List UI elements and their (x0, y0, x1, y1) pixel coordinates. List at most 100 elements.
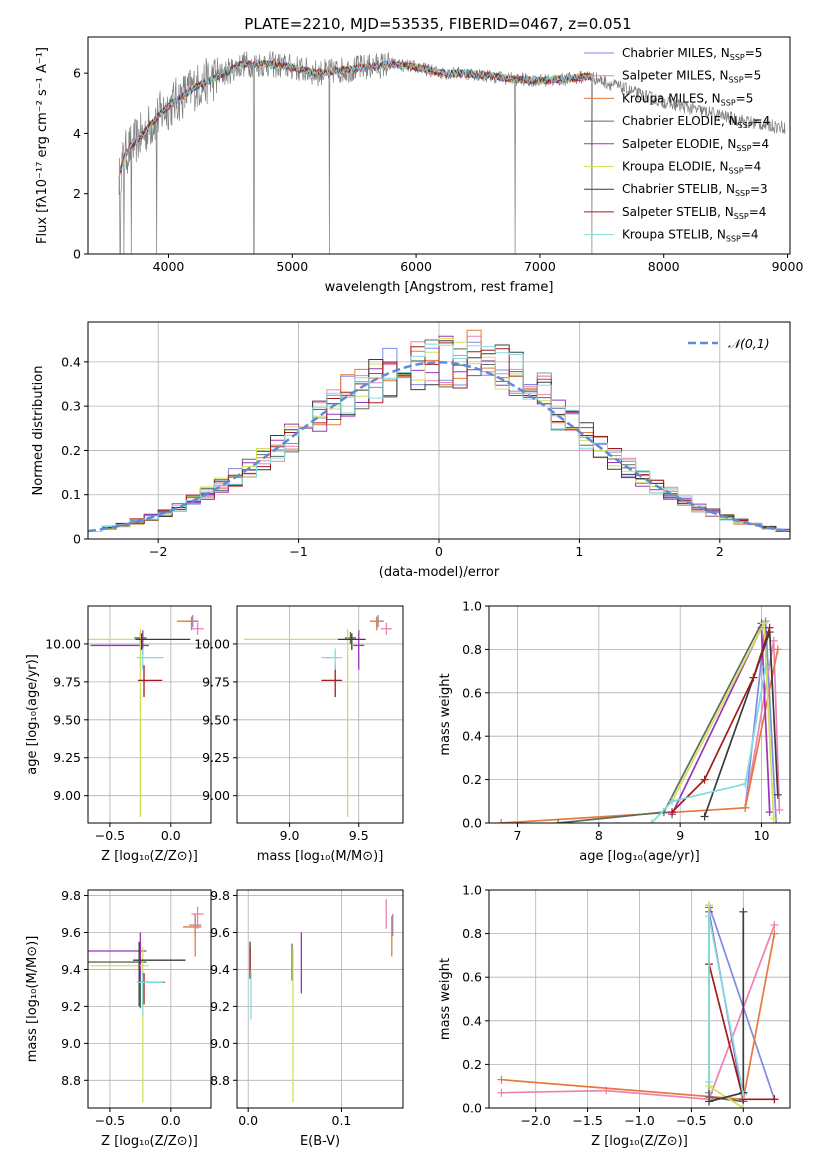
histogram-step-line (88, 342, 790, 532)
axes-frame (488, 605, 791, 824)
legend-value: =4 (749, 205, 767, 219)
x-tick-label: −0.5 (676, 1113, 706, 1128)
x-tick-label: 9.5 (349, 828, 369, 843)
y-tick-label: 9.50 (202, 712, 230, 727)
y-tick-label: 4 (73, 126, 81, 141)
plot-area (249, 899, 394, 1103)
mass-weight-marker (765, 808, 774, 817)
y-axis-label: mass weight (438, 673, 453, 755)
y-tick-label: 6 (73, 66, 81, 81)
legend-entry: Chabrier STELIB, NSSP=3 (622, 182, 768, 198)
x-tick-label: −0.5 (95, 1113, 125, 1128)
legend-value: =4 (741, 228, 759, 242)
y-tick-label: 9.8 (61, 888, 81, 903)
gridlines (88, 890, 211, 1108)
x-axis-label: (data-model)/error (379, 565, 500, 580)
y-tick-label: 9.6 (61, 925, 81, 940)
x-tick-label: −2.0 (521, 1113, 551, 1128)
plot-area (497, 901, 779, 1108)
mass-weight-marker (705, 1097, 714, 1106)
y-tick-label: 1.0 (462, 883, 482, 898)
x-tick-label: −1.5 (572, 1113, 602, 1128)
y-tick-label: 9.25 (202, 750, 230, 765)
x-axis-label: age [log₁₀(age/yr)] (579, 849, 700, 864)
x-tick-label: 9.0 (280, 828, 300, 843)
y-tick-label: 10.00 (194, 636, 230, 651)
x-tick-label: 8000 (648, 259, 680, 274)
mass-weight-marker (769, 636, 778, 645)
panel-age-vs-metallicity: −0.5 0.0 9.00 9.25 9.50 9.75 10.00 Z [log₁₀(Z/Z… (25, 605, 212, 864)
y-tick-label: 9.8 (210, 888, 230, 903)
y-tick-label: 0.1 (61, 487, 81, 502)
axes-frame (87, 36, 791, 255)
mass-weight-marker (770, 920, 779, 929)
plot-area (88, 615, 204, 817)
panel-mass-vs-metallicity: −0.5 0.0 8.8 9.0 9.2 9.4 9.6 9.8 Z [log₁₀(Z/Z⊙)]… (25, 888, 212, 1149)
mass-weight-marker (700, 812, 709, 821)
x-tick-label: 5000 (276, 259, 308, 274)
legend-value: =4 (753, 114, 771, 128)
x-tick-label: 0.0 (733, 1113, 753, 1128)
y-tick-label: 0.4 (462, 729, 482, 744)
y-tick-label: 8.8 (61, 1073, 81, 1088)
mass-weight-marker (497, 819, 506, 823)
y-axis-label: mass [log₁₀(M/M⊙)] (25, 936, 40, 1063)
plot-area (118, 51, 786, 254)
x-tick-label: 7000 (524, 259, 556, 274)
x-tick-label: −0.5 (95, 828, 125, 843)
gridlines (237, 890, 403, 1108)
legend-entry: Chabrier MILES, NSSP=5 (622, 46, 762, 62)
x-tick-label: −1.0 (624, 1113, 654, 1128)
mass-weight-marker (741, 779, 750, 788)
y-tick-label: 9.2 (210, 999, 230, 1014)
legend-subscript: SSP (729, 167, 744, 176)
mass-weight-marker (647, 819, 656, 823)
legend-subscript: SSP (735, 189, 750, 198)
x-axis-label: mass [log₁₀(M/M⊙)] (257, 849, 384, 864)
x-axis-label: Z [log₁₀(Z/Z⊙)] (101, 849, 198, 864)
y-tick-label: 9.4 (210, 962, 230, 977)
y-tick-label: 0.0 (462, 816, 482, 831)
mass-weight-marker (769, 814, 778, 823)
y-axis-label: mass weight (438, 958, 453, 1040)
mass-weight-marker (705, 1077, 714, 1086)
x-tick-label: 0.0 (161, 828, 181, 843)
panel-mass-weight-vs-metallicity: −2.0 −1.5 −1.0 −0.5 0.0 0.0 0.2 0.4 0.6 0.8 1.0 Z [… (438, 883, 791, 1149)
y-tick-label: 9.00 (202, 788, 230, 803)
legend-subscript: SSP (734, 212, 749, 221)
x-tick-label: 0.0 (161, 1113, 181, 1128)
mass-weight-marker (772, 819, 781, 823)
y-tick-label: 0 (73, 247, 81, 262)
y-tick-label: 0.0 (462, 1101, 482, 1116)
legend-subscript: SSP (726, 235, 741, 244)
y-tick-label: 9.2 (61, 999, 81, 1014)
legend-entry: Salpeter STELIB, NSSP=4 (622, 205, 766, 221)
mass-weight-marker (739, 907, 748, 916)
legend-subscript: SSP (736, 144, 751, 153)
mass-weight-marker (749, 673, 758, 682)
y-tick-label: 0.4 (462, 1013, 482, 1028)
y-tick-label: 9.6 (210, 925, 230, 940)
mass-weight-marker (668, 808, 677, 817)
mass-weight-marker (705, 912, 714, 921)
plot-area (243, 615, 392, 817)
plot-area (88, 329, 790, 533)
y-tick-label: 0.2 (61, 443, 81, 458)
y-tick-label: 9.50 (53, 712, 81, 727)
y-tick-label: 0.3 (61, 399, 81, 414)
legend-subscript: SSP (738, 121, 753, 130)
x-axis-label: Z [log₁₀(Z/Z⊙)] (591, 1134, 688, 1149)
mass-weight-marker (765, 623, 774, 632)
histogram-step-line (88, 343, 790, 532)
legend: Chabrier MILES, NSSP=5 Salpeter MILES, NS… (584, 46, 770, 244)
legend-subscript: SSP (730, 53, 745, 62)
y-tick-label: 9.0 (61, 1036, 81, 1051)
y-tick-label: 9.75 (202, 674, 230, 689)
legend-value: =3 (750, 182, 768, 196)
y-axis-label: Normed distribution (31, 366, 46, 496)
mass-weight-marker (739, 1090, 748, 1099)
mass-weight-marker (705, 901, 714, 910)
legend: 𝒩(0,1) (688, 336, 770, 351)
mass-weight-marker (770, 929, 779, 938)
x-tick-label: 9 (676, 828, 684, 843)
